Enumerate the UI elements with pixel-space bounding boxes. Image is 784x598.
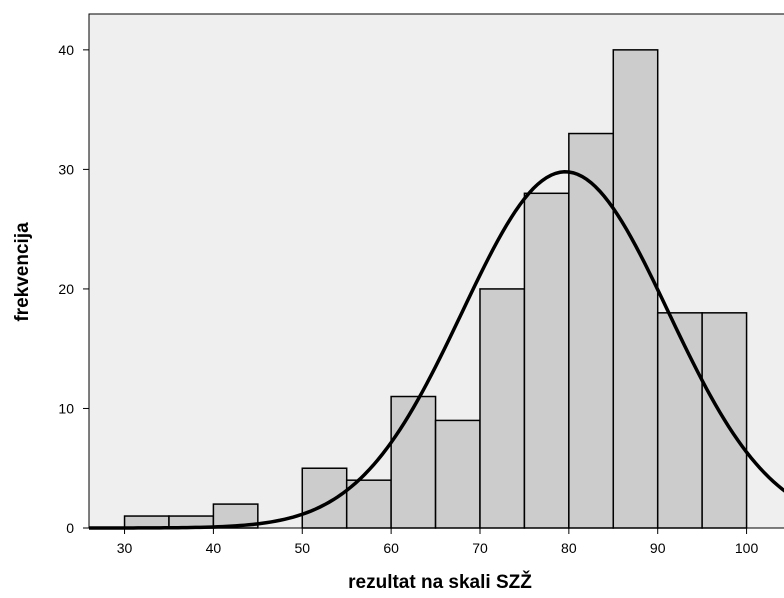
- x-tick-label: 70: [472, 540, 488, 556]
- x-tick-label: 100: [735, 540, 759, 556]
- y-tick-label: 40: [58, 42, 74, 58]
- x-tick-label: 80: [561, 540, 577, 556]
- histogram-bar: [656, 312, 703, 529]
- histogram-bar: [212, 503, 259, 529]
- histogram-bar: [523, 192, 570, 529]
- normal-curve: [89, 170, 784, 530]
- x-tick-label: 40: [206, 540, 222, 556]
- x-axis-title: rezultat na skali SZŽ: [348, 571, 532, 593]
- y-tick-label: 10: [58, 400, 74, 416]
- y-tick-label: 20: [58, 281, 74, 297]
- histogram-bar: [301, 467, 348, 529]
- histogram-bar: [390, 395, 437, 529]
- histogram-bar: [612, 49, 659, 529]
- y-tick-label: 0: [66, 520, 74, 536]
- histogram-bar: [345, 479, 392, 529]
- x-tick-label: 30: [117, 540, 133, 556]
- x-tick-label: 50: [294, 540, 310, 556]
- y-axis-title: frekvencija: [12, 222, 33, 322]
- histogram-bar: [568, 132, 615, 529]
- bars-layer: [123, 49, 748, 529]
- y-tick-label: 30: [58, 161, 74, 177]
- x-tick-label: 90: [650, 540, 666, 556]
- histogram-bar: [434, 419, 481, 529]
- axes: 30 40 50 60 70 80 90 100 0 10 20 30 40: [58, 42, 758, 556]
- histogram-bar: [479, 288, 526, 529]
- x-tick-label: 60: [383, 540, 399, 556]
